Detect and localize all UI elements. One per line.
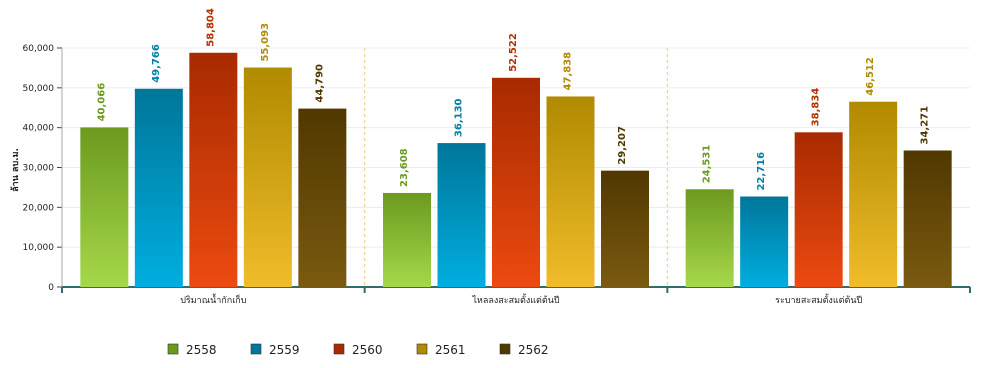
data-label: 36,130: [454, 98, 465, 137]
bar-2558-1: [80, 127, 129, 287]
data-label: 22,716: [756, 152, 767, 191]
legend-swatch-2561: [416, 343, 428, 355]
bar-2560-3: [794, 132, 843, 287]
y-axis-title: ล้าน ลบ.ม.: [10, 148, 21, 192]
legend-swatch-2560: [333, 343, 345, 355]
data-label: 24,531: [702, 145, 713, 184]
data-label: 34,271: [920, 106, 931, 145]
legend-label-2559: 2559: [269, 343, 300, 357]
bar-2562-1: [298, 108, 347, 287]
legend-label-2558: 2558: [186, 343, 217, 357]
bar-2559-2: [437, 143, 486, 287]
data-label: 23,608: [399, 148, 410, 187]
bar-2559-1: [134, 88, 183, 287]
bar-2558-3: [685, 189, 734, 287]
bar-2559-3: [740, 196, 789, 287]
data-label: 29,207: [617, 126, 628, 165]
data-label: 46,512: [865, 57, 876, 96]
legend-label-2562: 2562: [518, 343, 549, 357]
data-label: 55,093: [260, 23, 271, 62]
y-tick-label: 20,000: [23, 203, 55, 213]
x-category-label: ไหลลงสะสมตั้งแต่ต้นปี: [471, 293, 560, 306]
bars-layer: [80, 52, 952, 287]
y-tick-label: 50,000: [23, 84, 55, 94]
y-tick-label: 30,000: [23, 164, 55, 174]
data-label: 58,804: [205, 8, 216, 47]
bar-2558-2: [383, 192, 431, 287]
legend-swatch-2558: [167, 343, 179, 355]
bar-2561-2: [546, 96, 595, 287]
data-label: 52,522: [508, 33, 519, 72]
legend-swatch-2559: [250, 343, 262, 355]
x-category-label: ปริมาณน้ำกักเก็บ: [180, 293, 247, 306]
bar-2560-2: [492, 77, 540, 287]
data-label: 49,766: [151, 44, 162, 83]
bar-2561-3: [849, 101, 898, 287]
legend-label-2561: 2561: [435, 343, 466, 357]
y-tick-label: 60,000: [23, 44, 55, 54]
data-label: 38,834: [811, 88, 822, 127]
y-tick-label: 40,000: [23, 124, 55, 134]
bar-2562-3: [903, 150, 952, 287]
bar-2562-2: [601, 170, 649, 287]
data-label: 47,838: [563, 52, 574, 91]
legend-label-2560: 2560: [352, 343, 383, 357]
x-category-label: ระบายสะสมตั้งแต่ต้นปี: [775, 293, 862, 306]
bar-2560-1: [189, 52, 238, 287]
data-label: 44,790: [314, 64, 325, 103]
legend: 2558 2559 2560 2561 2562: [167, 343, 549, 357]
y-tick-label: 10,000: [23, 243, 55, 253]
data-label: 40,066: [96, 83, 107, 122]
bar-2561-1: [243, 67, 292, 287]
data-labels-layer: 40,066 49,766 58,804 55,093 44,790 23,608 36,1…: [96, 8, 930, 190]
y-tick-label: 0: [48, 283, 54, 293]
legend-swatch-2562: [499, 343, 511, 355]
